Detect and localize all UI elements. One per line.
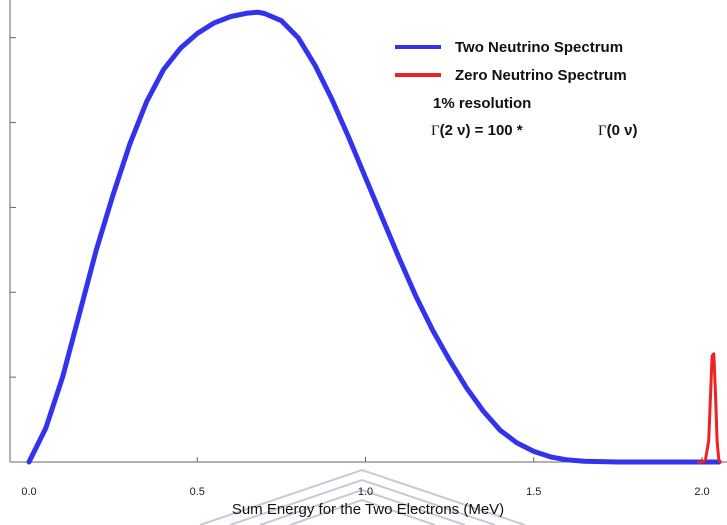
x-tick-label: 1.5 xyxy=(526,486,541,498)
series-layer xyxy=(26,9,722,465)
watermark-logo xyxy=(199,468,526,525)
legend: Two Neutrino Spectrum Zero Neutrino Spec… xyxy=(395,39,638,139)
x-axis-title: Sum Energy for the Two Electrons (MeV) xyxy=(232,501,504,518)
series-line-two-neutrino xyxy=(26,9,722,465)
series-line-zero-neutrino xyxy=(697,352,722,464)
x-tick-label: 1.0 xyxy=(358,486,373,498)
rate-ratio-left: Γ(2 ν) = 100 * xyxy=(431,122,523,139)
axes: 0.0 0.5 1.0 1.5 2.0 xyxy=(9,0,727,498)
gamma-symbol-right: Γ xyxy=(598,123,607,139)
rate-right-text: (0 ν) xyxy=(607,122,638,139)
resolution-note: 1% resolution xyxy=(433,95,531,112)
x-tick-label: 2.0 xyxy=(694,486,709,498)
legend-label-two-neutrino: Two Neutrino Spectrum xyxy=(455,39,623,56)
x-tick-label: 0.0 xyxy=(21,486,36,498)
legend-label-zero-neutrino: Zero Neutrino Spectrum xyxy=(455,67,627,84)
rate-left-text: (2 ν) = 100 * xyxy=(440,122,523,139)
rate-ratio-right: Γ(0 ν) xyxy=(598,122,638,139)
gamma-symbol-left: Γ xyxy=(431,123,440,139)
x-tick-label: 0.5 xyxy=(190,486,205,498)
